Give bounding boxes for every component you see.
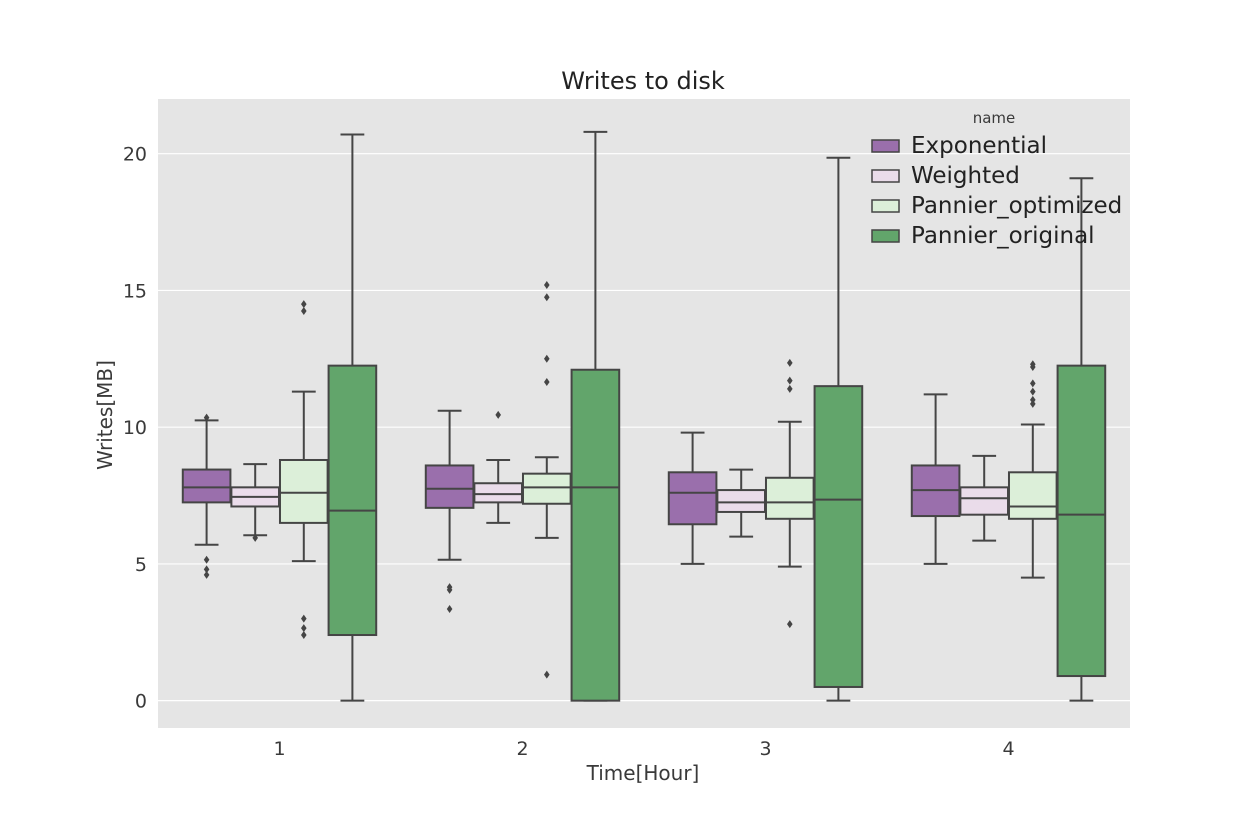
legend-item: Pannier_optimized xyxy=(871,193,1122,219)
outlier-point xyxy=(203,555,210,564)
legend-item: Exponential xyxy=(871,133,1047,159)
outlier-point xyxy=(787,620,793,629)
outlier-point xyxy=(495,410,501,419)
legend-swatch xyxy=(871,199,900,213)
outlier-point xyxy=(787,384,793,393)
outlier-point xyxy=(301,631,307,640)
outlier-point xyxy=(544,354,550,363)
series-pannier-optimized xyxy=(278,280,1058,679)
outlier-point xyxy=(446,585,453,594)
box-iqr xyxy=(570,368,621,702)
outlier-point xyxy=(544,670,550,679)
chart-title: Writes to disk xyxy=(561,67,725,95)
legend-title: name xyxy=(973,109,1016,127)
legend-swatch xyxy=(871,139,900,153)
plot-area-background xyxy=(158,99,1130,728)
x-tick-label: 4 xyxy=(1002,738,1014,760)
outlier-point xyxy=(787,358,793,367)
outlier-point xyxy=(301,614,307,623)
box-plot xyxy=(327,133,378,702)
y-axis-label: Writes[MB] xyxy=(93,360,117,470)
legend-label: Weighted xyxy=(911,163,1020,189)
series-exponential xyxy=(181,393,961,614)
x-tick-label: 3 xyxy=(759,738,771,760)
box-plot xyxy=(716,468,767,538)
y-tick-label: 0 xyxy=(135,691,147,713)
box-iqr xyxy=(1056,364,1107,678)
box-plot xyxy=(1056,177,1107,702)
box-plot xyxy=(570,130,621,702)
box-plot xyxy=(230,463,281,542)
y-tick-label: 20 xyxy=(123,144,147,166)
series-weighted xyxy=(230,410,1010,542)
y-tick-label: 15 xyxy=(123,280,147,302)
outlier-point xyxy=(446,605,453,614)
box-plot xyxy=(959,454,1010,542)
outlier-point xyxy=(203,413,210,422)
box-iqr xyxy=(716,489,767,513)
outlier-point xyxy=(787,376,793,385)
outlier-point xyxy=(301,306,307,315)
box-iqr xyxy=(424,464,475,509)
box-plot xyxy=(181,413,232,579)
series-pannier-original xyxy=(327,130,1107,702)
outlier-point xyxy=(1030,395,1036,404)
legend-label: Pannier_original xyxy=(911,223,1095,249)
outlier-point xyxy=(544,293,550,302)
legend: name Exponential Weighted Pannier_optimize… xyxy=(871,109,1122,249)
outlier-point xyxy=(1030,399,1036,408)
box-plot xyxy=(764,358,815,629)
legend-swatch xyxy=(871,229,900,243)
box-series-group xyxy=(181,130,1107,702)
outlier-point xyxy=(1030,363,1036,372)
x-tick-label: 1 xyxy=(273,738,285,760)
box-iqr xyxy=(1007,471,1058,520)
outlier-point xyxy=(544,378,550,387)
y-axis-ticks: 0 5 10 15 20 xyxy=(123,144,147,713)
box-plot xyxy=(1007,360,1058,579)
gridlines xyxy=(158,153,1130,702)
x-axis-ticks: 1 2 3 4 xyxy=(273,738,1014,760)
outlier-point xyxy=(1030,379,1036,388)
outlier-point xyxy=(301,300,307,309)
outlier-point xyxy=(252,533,258,542)
box-plot xyxy=(278,300,329,640)
box-iqr xyxy=(327,364,378,637)
x-tick-label: 2 xyxy=(516,738,528,760)
box-plot xyxy=(813,156,864,702)
y-tick-label: 5 xyxy=(135,554,147,576)
box-iqr xyxy=(764,476,815,520)
legend-label: Pannier_optimized xyxy=(911,193,1122,219)
outlier-point xyxy=(301,624,307,633)
legend-item: Pannier_original xyxy=(871,223,1095,249)
box-iqr xyxy=(959,486,1010,516)
box-iqr xyxy=(521,472,572,505)
box-iqr xyxy=(181,468,232,504)
outlier-point xyxy=(203,570,210,579)
legend-swatch xyxy=(871,169,900,183)
legend-label: Exponential xyxy=(911,133,1047,159)
box-iqr xyxy=(813,385,864,688)
x-axis-label: Time[Hour] xyxy=(586,761,700,785)
box-iqr xyxy=(278,458,329,524)
box-iqr xyxy=(667,471,718,526)
legend-item: Weighted xyxy=(871,163,1020,189)
box-iqr xyxy=(473,482,524,504)
box-plot xyxy=(473,410,524,524)
outlier-point xyxy=(544,280,550,289)
outlier-point xyxy=(203,565,210,574)
y-tick-label: 10 xyxy=(123,417,147,439)
outlier-point xyxy=(1030,387,1036,396)
